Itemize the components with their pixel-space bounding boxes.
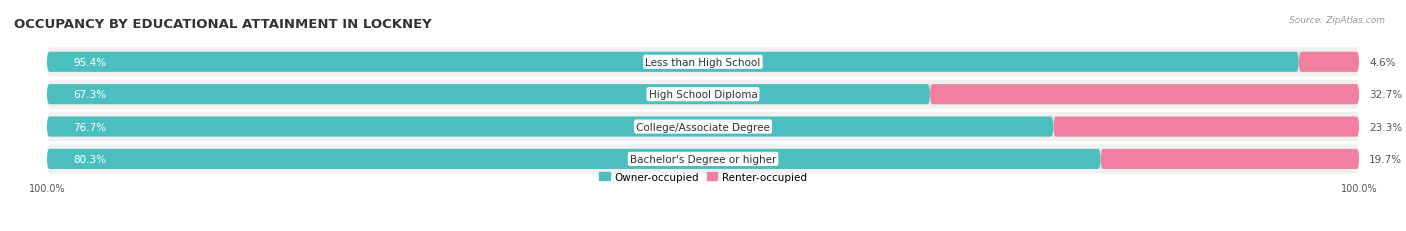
Text: 67.3%: 67.3% <box>73 90 107 100</box>
Text: Bachelor's Degree or higher: Bachelor's Degree or higher <box>630 154 776 164</box>
FancyBboxPatch shape <box>46 149 1360 169</box>
FancyBboxPatch shape <box>46 145 1360 174</box>
FancyBboxPatch shape <box>46 85 1360 105</box>
FancyBboxPatch shape <box>1101 149 1360 169</box>
FancyBboxPatch shape <box>929 85 1360 105</box>
FancyBboxPatch shape <box>46 48 1360 77</box>
FancyBboxPatch shape <box>1053 117 1360 137</box>
FancyBboxPatch shape <box>46 112 1360 142</box>
FancyBboxPatch shape <box>1299 52 1360 73</box>
Text: OCCUPANCY BY EDUCATIONAL ATTAINMENT IN LOCKNEY: OCCUPANCY BY EDUCATIONAL ATTAINMENT IN L… <box>14 18 432 30</box>
FancyBboxPatch shape <box>46 80 1360 109</box>
FancyBboxPatch shape <box>46 149 1101 169</box>
Text: 32.7%: 32.7% <box>1369 90 1402 100</box>
Text: 80.3%: 80.3% <box>73 154 105 164</box>
Legend: Owner-occupied, Renter-occupied: Owner-occupied, Renter-occupied <box>595 168 811 186</box>
Text: Less than High School: Less than High School <box>645 58 761 67</box>
FancyBboxPatch shape <box>46 52 1299 73</box>
Text: 23.3%: 23.3% <box>1369 122 1402 132</box>
Text: College/Associate Degree: College/Associate Degree <box>636 122 770 132</box>
FancyBboxPatch shape <box>46 117 1360 137</box>
Text: 95.4%: 95.4% <box>73 58 107 67</box>
FancyBboxPatch shape <box>46 85 929 105</box>
FancyBboxPatch shape <box>46 117 1053 137</box>
Text: 19.7%: 19.7% <box>1369 154 1402 164</box>
FancyBboxPatch shape <box>46 52 1360 73</box>
Text: 4.6%: 4.6% <box>1369 58 1396 67</box>
Text: High School Diploma: High School Diploma <box>648 90 758 100</box>
Text: 76.7%: 76.7% <box>73 122 107 132</box>
Text: Source: ZipAtlas.com: Source: ZipAtlas.com <box>1289 16 1385 25</box>
